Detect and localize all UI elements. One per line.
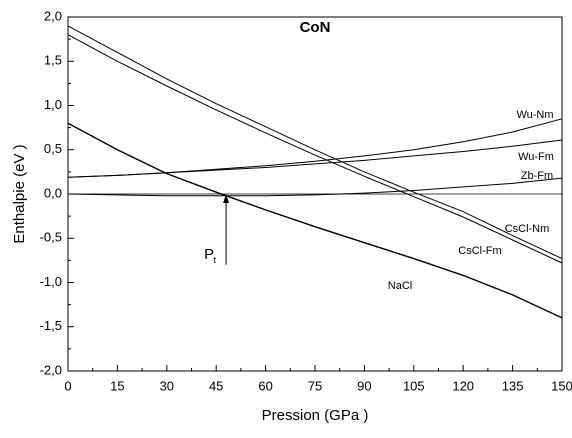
y-tick-label: 2,0 — [44, 8, 62, 23]
x-tick-label: 120 — [452, 378, 474, 393]
series-label: NaCl — [388, 280, 412, 292]
y-tick-label: 1,5 — [44, 53, 62, 68]
series-line — [67, 122, 563, 319]
y-tick-label: -1,0 — [40, 274, 62, 289]
series-line — [67, 34, 563, 264]
y-tick-label: 0,0 — [44, 185, 62, 200]
x-tick-label: 90 — [357, 378, 371, 393]
x-tick-label: 0 — [64, 378, 71, 393]
series-label: Zb-Fm — [521, 170, 553, 182]
x-axis-label: Pression (GPa ) — [262, 407, 369, 424]
y-tick-label: -2,0 — [40, 362, 62, 377]
x-tick-label: 15 — [110, 378, 124, 393]
arrow-head — [223, 194, 230, 203]
y-axis-label: Enthalpie (eV ) — [11, 144, 28, 243]
x-tick-label: 60 — [258, 378, 272, 393]
x-tick-label: 135 — [502, 378, 524, 393]
series-label: Wu-Fm — [518, 151, 554, 163]
x-tick-label: 150 — [551, 378, 572, 393]
x-tick-label: 30 — [160, 378, 174, 393]
series-line — [67, 177, 563, 197]
series-line — [67, 118, 563, 178]
y-tick-label: 1,0 — [44, 97, 62, 112]
series-line — [67, 139, 563, 178]
series-label: Wu-Nm — [516, 109, 553, 121]
series-label: CsCl-Nm — [505, 223, 550, 235]
annotation-subscript: t — [214, 255, 217, 265]
chart-title: CoN — [300, 19, 331, 36]
y-tick-label: -1,5 — [40, 318, 62, 333]
series-label: CsCl-Fm — [458, 245, 501, 257]
x-tick-label: 75 — [308, 378, 322, 393]
y-tick-label: -0,5 — [40, 230, 62, 245]
y-tick-label: 0,5 — [44, 141, 62, 156]
annotation-text: P — [204, 246, 214, 263]
x-tick-label: 105 — [403, 378, 425, 393]
series-line — [67, 25, 563, 260]
x-tick-label: 45 — [209, 378, 223, 393]
